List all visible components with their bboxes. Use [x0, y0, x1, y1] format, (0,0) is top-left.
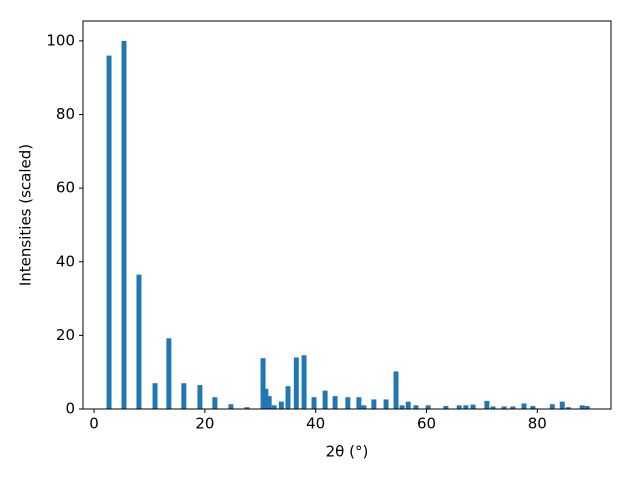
bar: [405, 401, 411, 409]
bar: [244, 407, 250, 409]
bar: [345, 397, 351, 409]
y-tick-label: 0: [65, 400, 75, 418]
bar: [271, 405, 277, 409]
bar: [322, 390, 328, 409]
bar: [501, 406, 507, 409]
bar: [530, 406, 536, 409]
bar: [356, 397, 362, 409]
y-axis-label: Intensities (scaled): [17, 144, 35, 286]
x-tick-label: 80: [528, 415, 547, 433]
bar: [470, 404, 476, 409]
bar: [399, 405, 405, 409]
bar: [266, 396, 272, 409]
bar: [361, 405, 367, 409]
x-axis-label: 2θ (°): [326, 443, 369, 461]
bar: [463, 405, 469, 409]
bar: [443, 406, 449, 409]
bar: [212, 397, 218, 409]
y-tick-label: 100: [46, 31, 75, 49]
bar: [106, 55, 112, 409]
bar: [311, 397, 317, 409]
bar: [301, 355, 307, 409]
bar: [197, 385, 203, 409]
bar: [413, 405, 419, 409]
x-tick-label: 0: [89, 415, 99, 433]
bar: [166, 338, 172, 409]
bar: [332, 396, 338, 409]
bar: [484, 400, 490, 409]
bar: [260, 358, 266, 409]
bar: [521, 403, 527, 409]
bar: [383, 399, 389, 409]
bar: [549, 404, 555, 409]
bar: [490, 406, 496, 409]
y-tick-label: 20: [56, 326, 75, 344]
bar: [121, 40, 127, 409]
bar: [228, 404, 234, 409]
bar: [510, 406, 516, 409]
bar: [293, 357, 299, 409]
bar: [456, 405, 462, 409]
x-tick-label: 20: [195, 415, 214, 433]
bar: [425, 405, 431, 409]
y-tick-label: 40: [56, 252, 75, 270]
bar: [579, 405, 585, 409]
bar: [559, 401, 565, 409]
bar: [263, 388, 269, 409]
bar: [371, 399, 377, 409]
y-tick-label: 80: [56, 105, 75, 123]
bar: [565, 407, 571, 409]
x-tick-label: 40: [306, 415, 325, 433]
plot-frame: [82, 20, 612, 410]
bar: [584, 406, 590, 409]
x-tick-label: 60: [417, 415, 436, 433]
bar: [285, 386, 291, 409]
bar: [393, 371, 399, 409]
bar: [181, 383, 187, 409]
y-tick-label: 60: [56, 179, 75, 197]
bar: [152, 383, 158, 409]
bar: [278, 401, 284, 409]
bar: [136, 274, 142, 409]
